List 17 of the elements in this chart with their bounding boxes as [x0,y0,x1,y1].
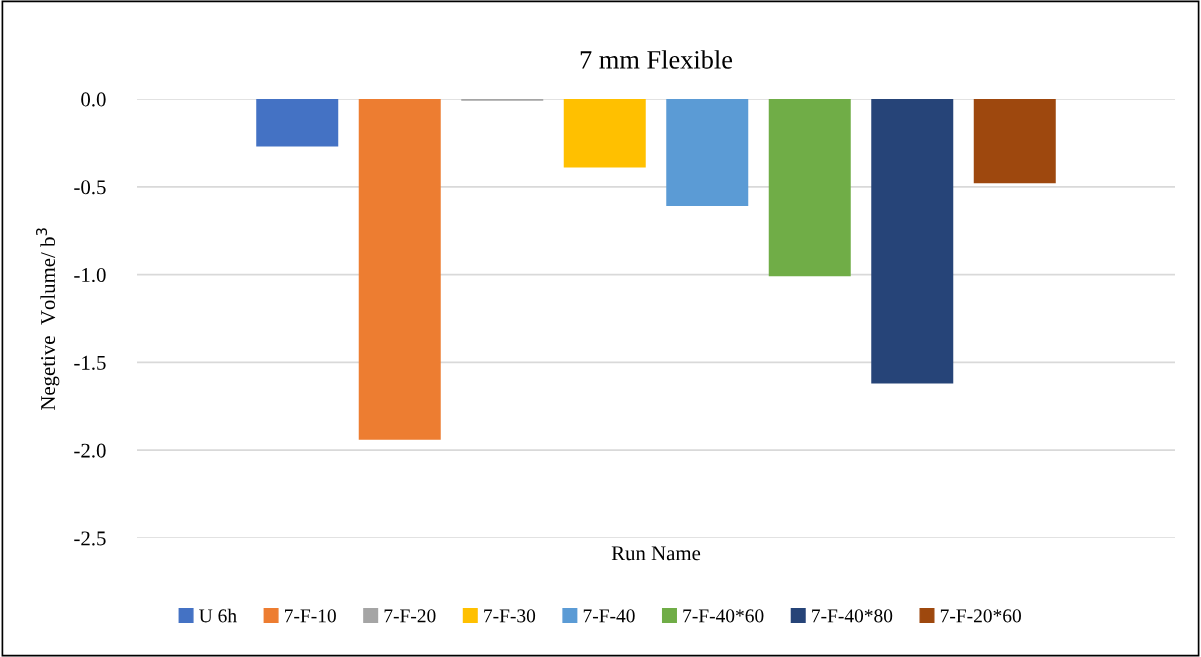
legend-label: 7-F-40*60 [683,609,764,623]
y-tick-label: -1.0 [74,267,106,283]
y-tick-label: -0.5 [74,180,106,195]
legend-label: 7-F-20 [384,609,436,623]
y-tick-label: 0.0 [81,92,106,107]
y-axis-title: Negetive Volume/ b$^{3}$ [36,228,60,411]
legend-label: 7-F-40 [583,609,635,623]
x-axis-title: Run Name [611,546,701,561]
legend-label: U 6h [199,608,237,623]
legend-label: 7-F-20*60 [940,609,1021,623]
y-tick-label: -1.5 [74,355,106,370]
legend-label: 7-F-10 [285,609,336,623]
legend-label: 7-F-30 [484,609,536,623]
y-tick-label: -2.0 [74,443,106,458]
chart-title: 7 mm Flexible [580,50,733,69]
legend-label: 7-F-40*80 [812,609,893,623]
y-tick-label: -2.5 [74,531,106,546]
